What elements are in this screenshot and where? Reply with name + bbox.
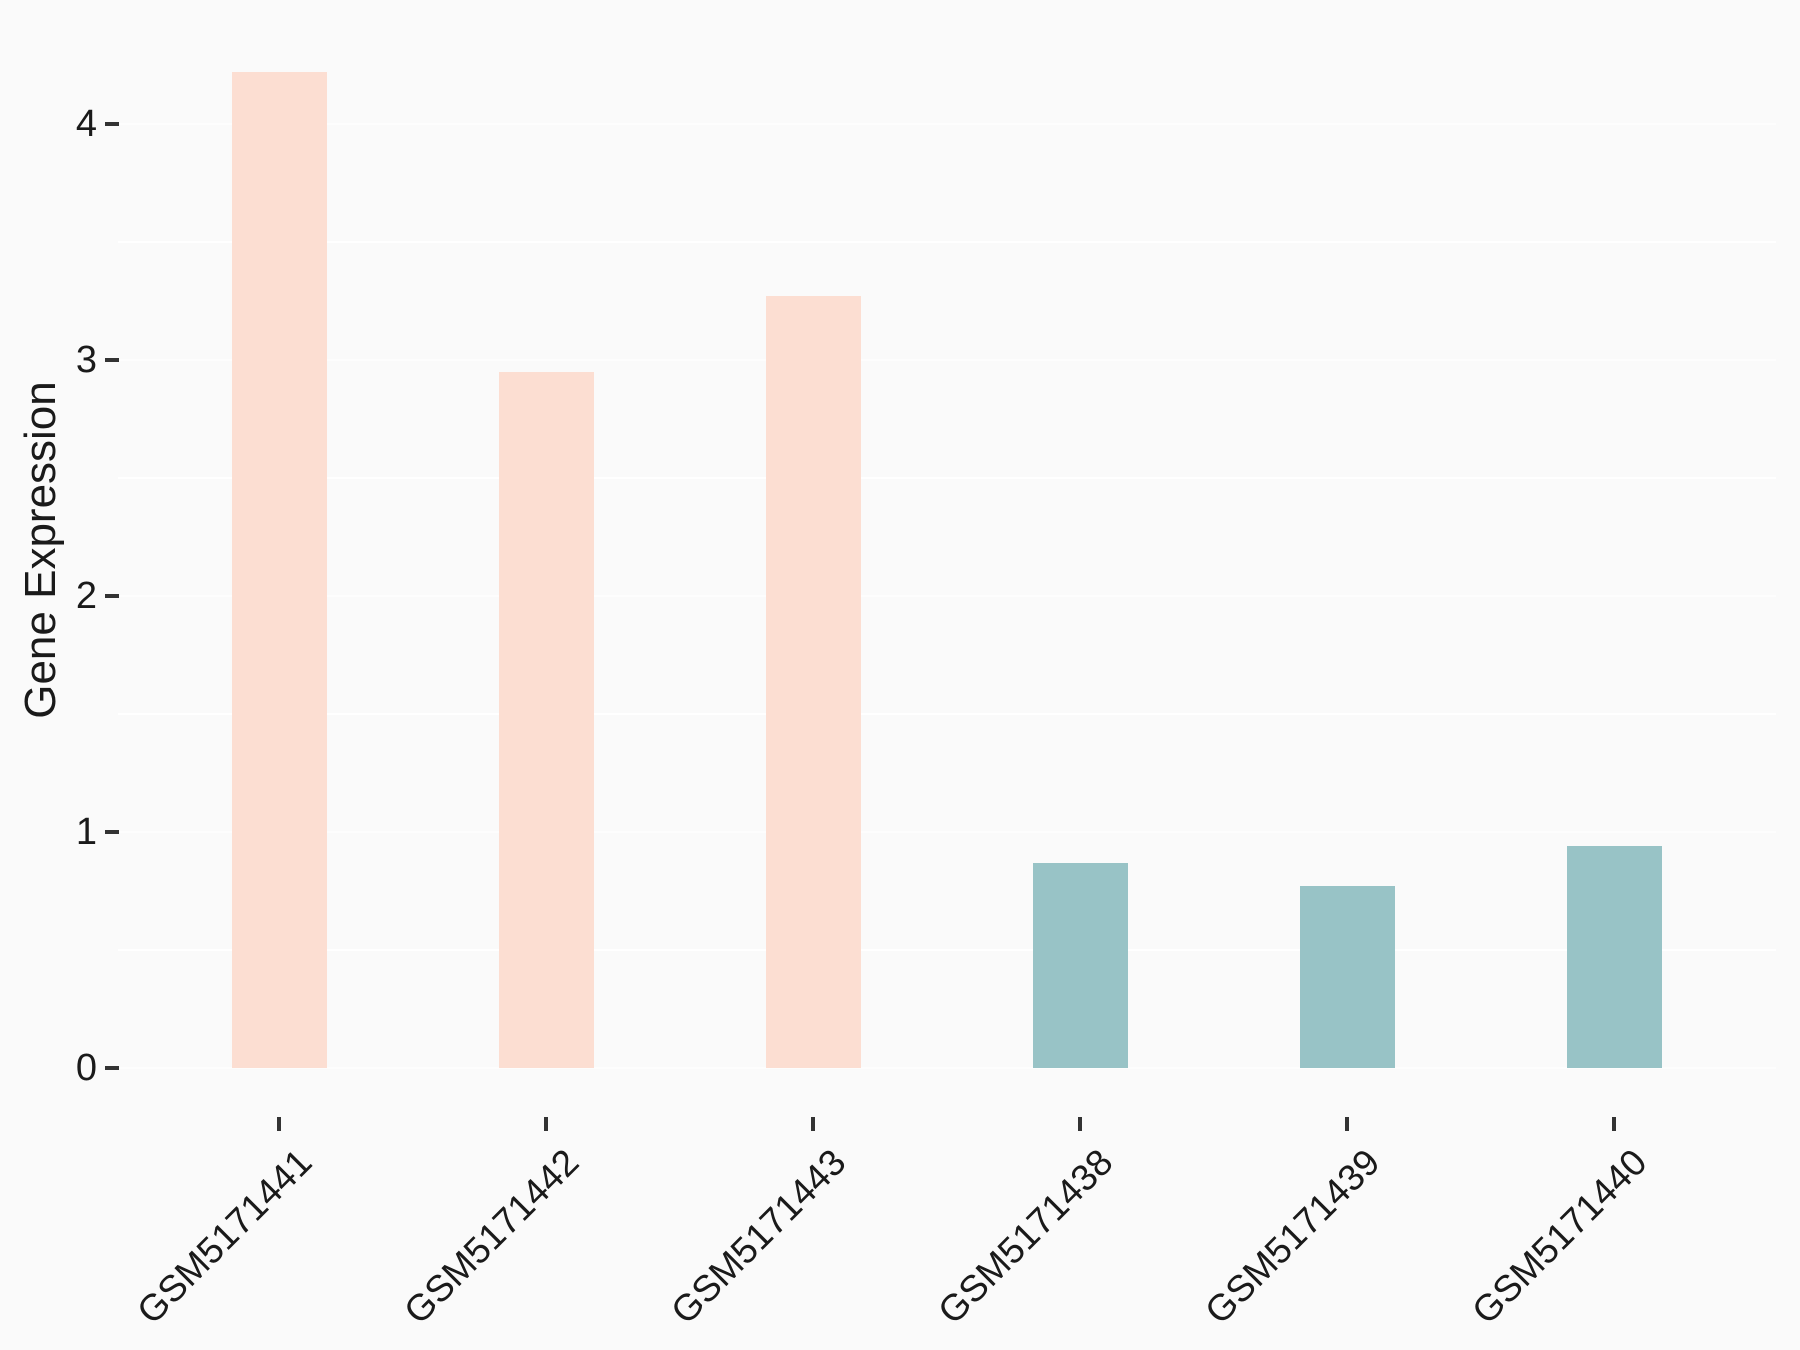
x-tick-label-GSM5171439: GSM5171439 xyxy=(1196,1141,1388,1332)
y-tick-label: 1 xyxy=(75,811,97,853)
x-tick-mark xyxy=(544,1117,548,1131)
y-tick-label: 2 xyxy=(75,575,97,617)
gridline-minor xyxy=(118,477,1776,479)
y-tick-mark xyxy=(105,830,119,834)
bar-GSM5171443 xyxy=(766,296,861,1068)
x-tick-label-GSM5171438: GSM5171438 xyxy=(929,1141,1121,1332)
gridline-major xyxy=(118,595,1776,597)
bar-GSM5171441 xyxy=(232,72,327,1068)
y-tick-mark xyxy=(105,594,119,598)
y-tick-mark xyxy=(105,358,119,362)
x-tick-label-GSM5171441: GSM5171441 xyxy=(128,1141,320,1332)
x-tick-mark xyxy=(1078,1117,1082,1131)
bar-GSM5171442 xyxy=(499,372,594,1068)
gridline-minor xyxy=(118,949,1776,951)
x-tick-label-GSM5171443: GSM5171443 xyxy=(662,1141,854,1332)
y-tick-mark xyxy=(105,1066,119,1070)
gridline-minor xyxy=(118,241,1776,243)
gridline-major xyxy=(118,1067,1776,1069)
gridline-major xyxy=(118,123,1776,125)
y-axis-title: Gene Expression xyxy=(16,381,65,719)
y-tick-label: 4 xyxy=(75,103,97,145)
plot-panel xyxy=(118,22,1776,1117)
x-tick-mark xyxy=(811,1117,815,1131)
gridline-major xyxy=(118,831,1776,833)
x-tick-label-GSM5171440: GSM5171440 xyxy=(1463,1141,1655,1332)
bar-GSM5171439 xyxy=(1300,886,1395,1068)
bar-GSM5171440 xyxy=(1567,846,1662,1068)
gridline-major xyxy=(118,359,1776,361)
gridline-minor xyxy=(118,713,1776,715)
y-tick-label: 3 xyxy=(75,339,97,381)
x-tick-mark xyxy=(1345,1117,1349,1131)
x-tick-mark xyxy=(277,1117,281,1131)
x-tick-mark xyxy=(1612,1117,1616,1131)
y-tick-label: 0 xyxy=(75,1047,97,1089)
x-tick-label-GSM5171442: GSM5171442 xyxy=(395,1141,587,1332)
bar-GSM5171438 xyxy=(1033,863,1128,1068)
y-tick-mark xyxy=(105,122,119,126)
